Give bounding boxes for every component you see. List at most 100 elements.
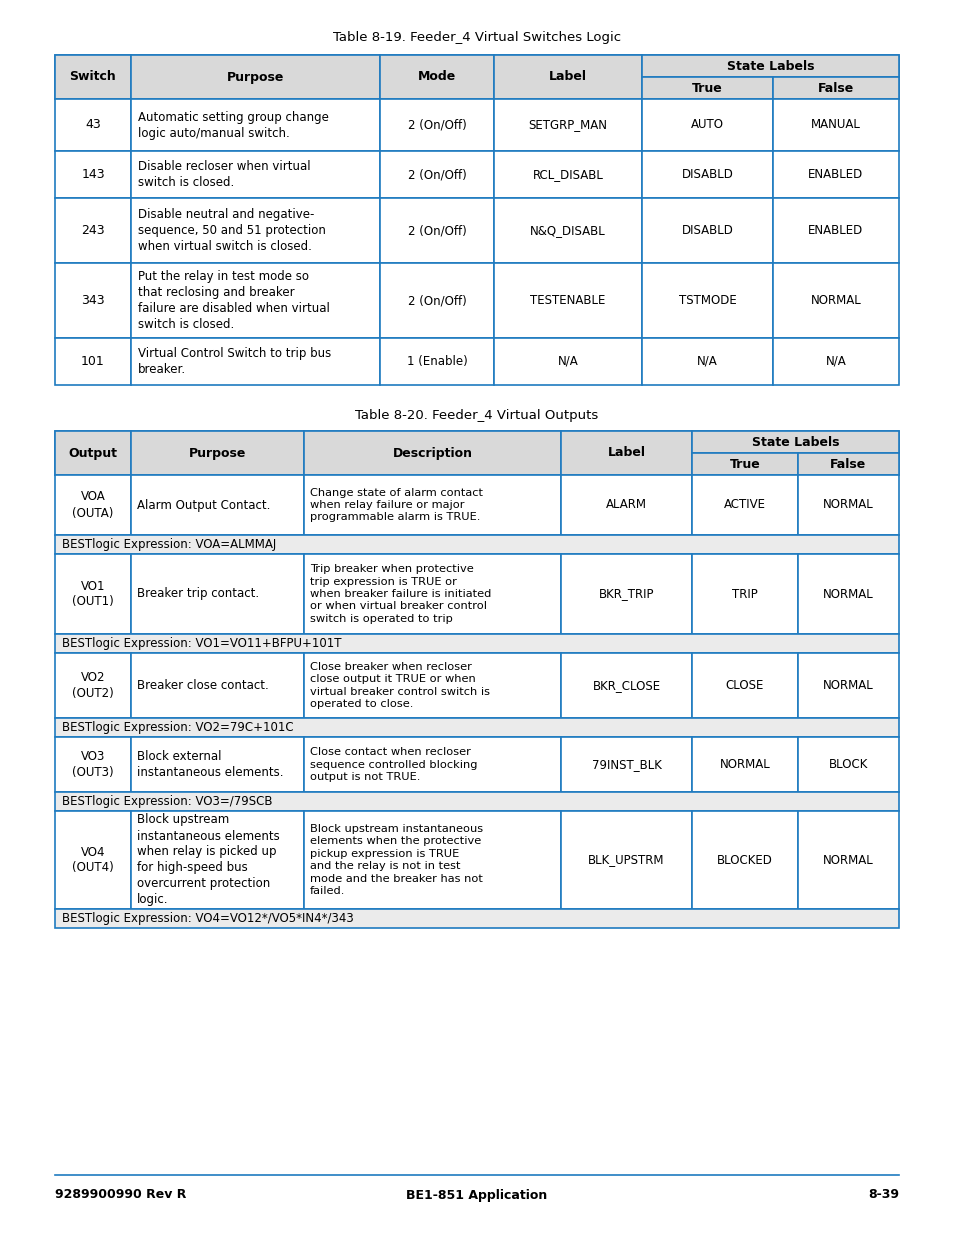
- Text: BKR_TRIP: BKR_TRIP: [598, 588, 654, 600]
- Bar: [560, 475, 691, 535]
- Bar: [772, 198, 898, 263]
- Text: Alarm Output Contact.: Alarm Output Contact.: [137, 499, 270, 511]
- Bar: [55, 263, 131, 338]
- Text: NORMAL: NORMAL: [810, 294, 861, 308]
- Bar: [131, 56, 379, 99]
- Bar: [131, 555, 304, 634]
- Text: 9289900990 Rev R: 9289900990 Rev R: [55, 1188, 186, 1202]
- Text: 2 (On/Off): 2 (On/Off): [407, 119, 466, 131]
- Text: ACTIVE: ACTIVE: [723, 499, 765, 511]
- Text: N/A: N/A: [824, 354, 845, 368]
- Text: NORMAL: NORMAL: [822, 499, 873, 511]
- Bar: [797, 555, 898, 634]
- Bar: [55, 535, 898, 555]
- Bar: [797, 811, 898, 909]
- Text: SETGRP_MAN: SETGRP_MAN: [528, 119, 607, 131]
- Bar: [55, 718, 898, 737]
- Bar: [55, 56, 898, 99]
- Bar: [560, 431, 691, 475]
- Bar: [641, 338, 772, 385]
- Text: CLOSE: CLOSE: [725, 679, 763, 692]
- Bar: [641, 99, 772, 151]
- Bar: [691, 737, 797, 792]
- Bar: [772, 338, 898, 385]
- Text: 1 (Enable): 1 (Enable): [406, 354, 467, 368]
- Bar: [304, 811, 560, 909]
- Text: Breaker close contact.: Breaker close contact.: [137, 679, 269, 692]
- Text: BKR_CLOSE: BKR_CLOSE: [592, 679, 659, 692]
- Bar: [55, 338, 131, 385]
- Text: Put the relay in test mode so
that reclosing and breaker
failure are disabled wh: Put the relay in test mode so that reclo…: [138, 270, 330, 331]
- Bar: [55, 56, 131, 99]
- Text: DISABLD: DISABLD: [680, 168, 733, 182]
- Bar: [55, 198, 131, 263]
- Bar: [131, 99, 379, 151]
- Bar: [379, 338, 494, 385]
- Bar: [379, 263, 494, 338]
- Text: 43: 43: [85, 119, 101, 131]
- Bar: [55, 151, 131, 198]
- Text: RCL_DISABL: RCL_DISABL: [532, 168, 603, 182]
- Bar: [560, 555, 691, 634]
- Text: True: True: [729, 457, 760, 471]
- Bar: [55, 634, 898, 653]
- Bar: [304, 431, 560, 475]
- Text: 243: 243: [81, 224, 105, 237]
- Bar: [55, 653, 131, 718]
- Text: Breaker trip contact.: Breaker trip contact.: [137, 588, 259, 600]
- Bar: [560, 811, 691, 909]
- Text: N&Q_DISABL: N&Q_DISABL: [530, 224, 605, 237]
- Text: N/A: N/A: [558, 354, 578, 368]
- Bar: [131, 151, 379, 198]
- Bar: [772, 151, 898, 198]
- Bar: [379, 198, 494, 263]
- Text: VO2
(OUT2): VO2 (OUT2): [72, 671, 113, 700]
- Bar: [379, 99, 494, 151]
- Text: Virtual Control Switch to trip bus
breaker.: Virtual Control Switch to trip bus break…: [138, 347, 331, 375]
- Bar: [691, 475, 797, 535]
- Bar: [131, 263, 379, 338]
- Bar: [379, 56, 494, 99]
- Text: BLK_UPSTRM: BLK_UPSTRM: [588, 853, 664, 867]
- Text: VO4
(OUT4): VO4 (OUT4): [72, 846, 113, 874]
- Text: Block external
instantaneous elements.: Block external instantaneous elements.: [137, 750, 283, 779]
- Text: 8-39: 8-39: [867, 1188, 898, 1202]
- Bar: [772, 77, 898, 99]
- Text: BESTlogic Expression: VO4=VO12*/VO5*IN4*/343: BESTlogic Expression: VO4=VO12*/VO5*IN4*…: [62, 911, 354, 925]
- Text: Block upstream
instantaneous elements
when relay is picked up
for high-speed bus: Block upstream instantaneous elements wh…: [137, 814, 279, 906]
- Bar: [691, 431, 898, 453]
- Text: Label: Label: [607, 447, 645, 459]
- Bar: [494, 338, 641, 385]
- Bar: [304, 737, 560, 792]
- Text: NORMAL: NORMAL: [822, 588, 873, 600]
- Text: BESTlogic Expression: VO1=VO11+BFPU+101T: BESTlogic Expression: VO1=VO11+BFPU+101T: [62, 637, 341, 650]
- Text: Purpose: Purpose: [227, 70, 284, 84]
- Text: NORMAL: NORMAL: [822, 679, 873, 692]
- Bar: [797, 737, 898, 792]
- Bar: [131, 198, 379, 263]
- Text: BLOCKED: BLOCKED: [717, 853, 772, 867]
- Text: BESTlogic Expression: VOA=ALMMAJ: BESTlogic Expression: VOA=ALMMAJ: [62, 538, 276, 551]
- Text: NORMAL: NORMAL: [822, 853, 873, 867]
- Text: 101: 101: [81, 354, 105, 368]
- Bar: [304, 653, 560, 718]
- Text: Output: Output: [69, 447, 117, 459]
- Text: MANUAL: MANUAL: [810, 119, 860, 131]
- Bar: [131, 431, 304, 475]
- Bar: [55, 737, 131, 792]
- Bar: [55, 792, 898, 811]
- Bar: [641, 151, 772, 198]
- Bar: [131, 737, 304, 792]
- Text: ENABLED: ENABLED: [807, 168, 862, 182]
- Text: 2 (On/Off): 2 (On/Off): [407, 168, 466, 182]
- Text: False: False: [829, 457, 865, 471]
- Text: False: False: [817, 82, 853, 95]
- Text: 143: 143: [81, 168, 105, 182]
- Bar: [560, 737, 691, 792]
- Bar: [55, 431, 898, 475]
- Text: Table 8-20. Feeder_4 Virtual Outputs: Table 8-20. Feeder_4 Virtual Outputs: [355, 409, 598, 421]
- Bar: [55, 431, 131, 475]
- Bar: [55, 475, 131, 535]
- Text: Disable neutral and negative-
sequence, 50 and 51 protection
when virtual switch: Disable neutral and negative- sequence, …: [138, 207, 326, 253]
- Text: Purpose: Purpose: [189, 447, 246, 459]
